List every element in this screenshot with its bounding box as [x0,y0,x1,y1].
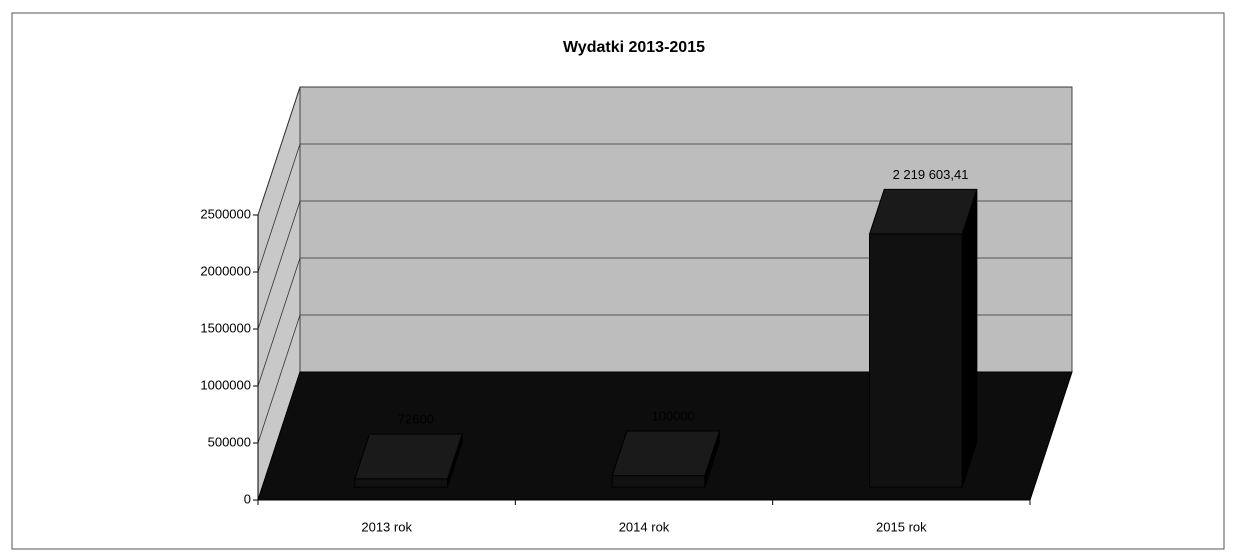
y-tick-label: 500000 [208,434,251,449]
data-label: 2 219 603,41 [893,167,969,182]
bar-side [961,189,978,488]
grid-line [257,86,1072,216]
bar-top [354,433,463,480]
bar-top [868,188,978,235]
data-label: 72600 [398,412,434,427]
y-tick-label: 2000000 [200,263,251,278]
x-tick-label: 2014 rok [619,519,670,534]
x-tick-label: 2015 rok [876,519,927,534]
y-tick-label: 1500000 [200,320,251,335]
chart-title: Wydatki 2013-2015 [563,39,705,56]
y-tick-label: 2500000 [200,206,251,221]
x-tick-label: 2013 rok [361,519,412,534]
bar [354,478,448,488]
bar [869,233,963,488]
y-tick-label: 0 [244,491,251,506]
grid-line [257,257,1072,387]
grid-line [257,314,1072,444]
bar [611,475,706,488]
grid-line [257,200,1072,330]
data-label: 100000 [651,408,694,423]
grid-line [257,143,1072,273]
bar-top [611,430,721,477]
y-tick-label: 1000000 [200,377,251,392]
